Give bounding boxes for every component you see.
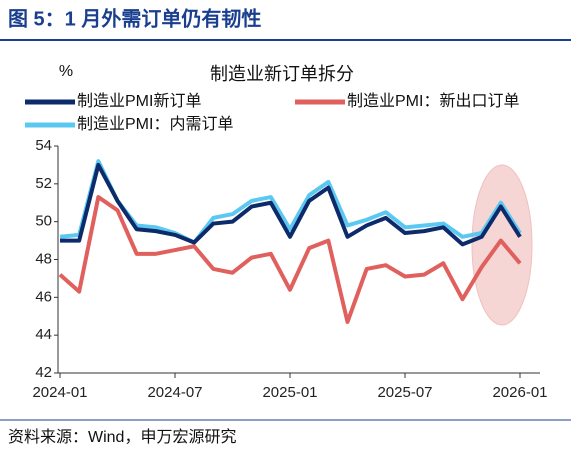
series-line xyxy=(58,195,522,324)
y-tick-label: 52 xyxy=(35,175,52,192)
series-line xyxy=(59,159,522,245)
header: 图 5：1 月外需订单仍有韧性 xyxy=(8,6,261,30)
x-tick-label: 2024-01 xyxy=(32,384,87,401)
legend-label: 制造业PMI：内需订单 xyxy=(77,115,233,133)
y-tick-label: 44 xyxy=(35,326,52,343)
x-tick-label: 2025-07 xyxy=(377,384,432,401)
y-tick-label: 50 xyxy=(35,213,52,230)
series-line xyxy=(60,162,522,247)
x-tick-label: 2024-07 xyxy=(147,384,202,401)
source: 资料来源：Wind，申万宏源研究 xyxy=(8,428,236,446)
y-tick-label: 48 xyxy=(35,250,52,267)
y-axis-label: % xyxy=(59,63,73,80)
chart-title: 制造业新订单拆分 xyxy=(210,64,354,84)
x-tick-label: 2025-01 xyxy=(262,384,317,401)
legend-label: 制造业PMI：新出口订单 xyxy=(347,92,519,110)
x-tick-label: 2026-01 xyxy=(492,384,547,401)
y-tick-label: 42 xyxy=(35,364,52,381)
legend-label: 制造业PMI新订单 xyxy=(77,92,201,110)
y-tick-label: 54 xyxy=(35,137,52,154)
y-tick-label: 46 xyxy=(35,288,52,305)
